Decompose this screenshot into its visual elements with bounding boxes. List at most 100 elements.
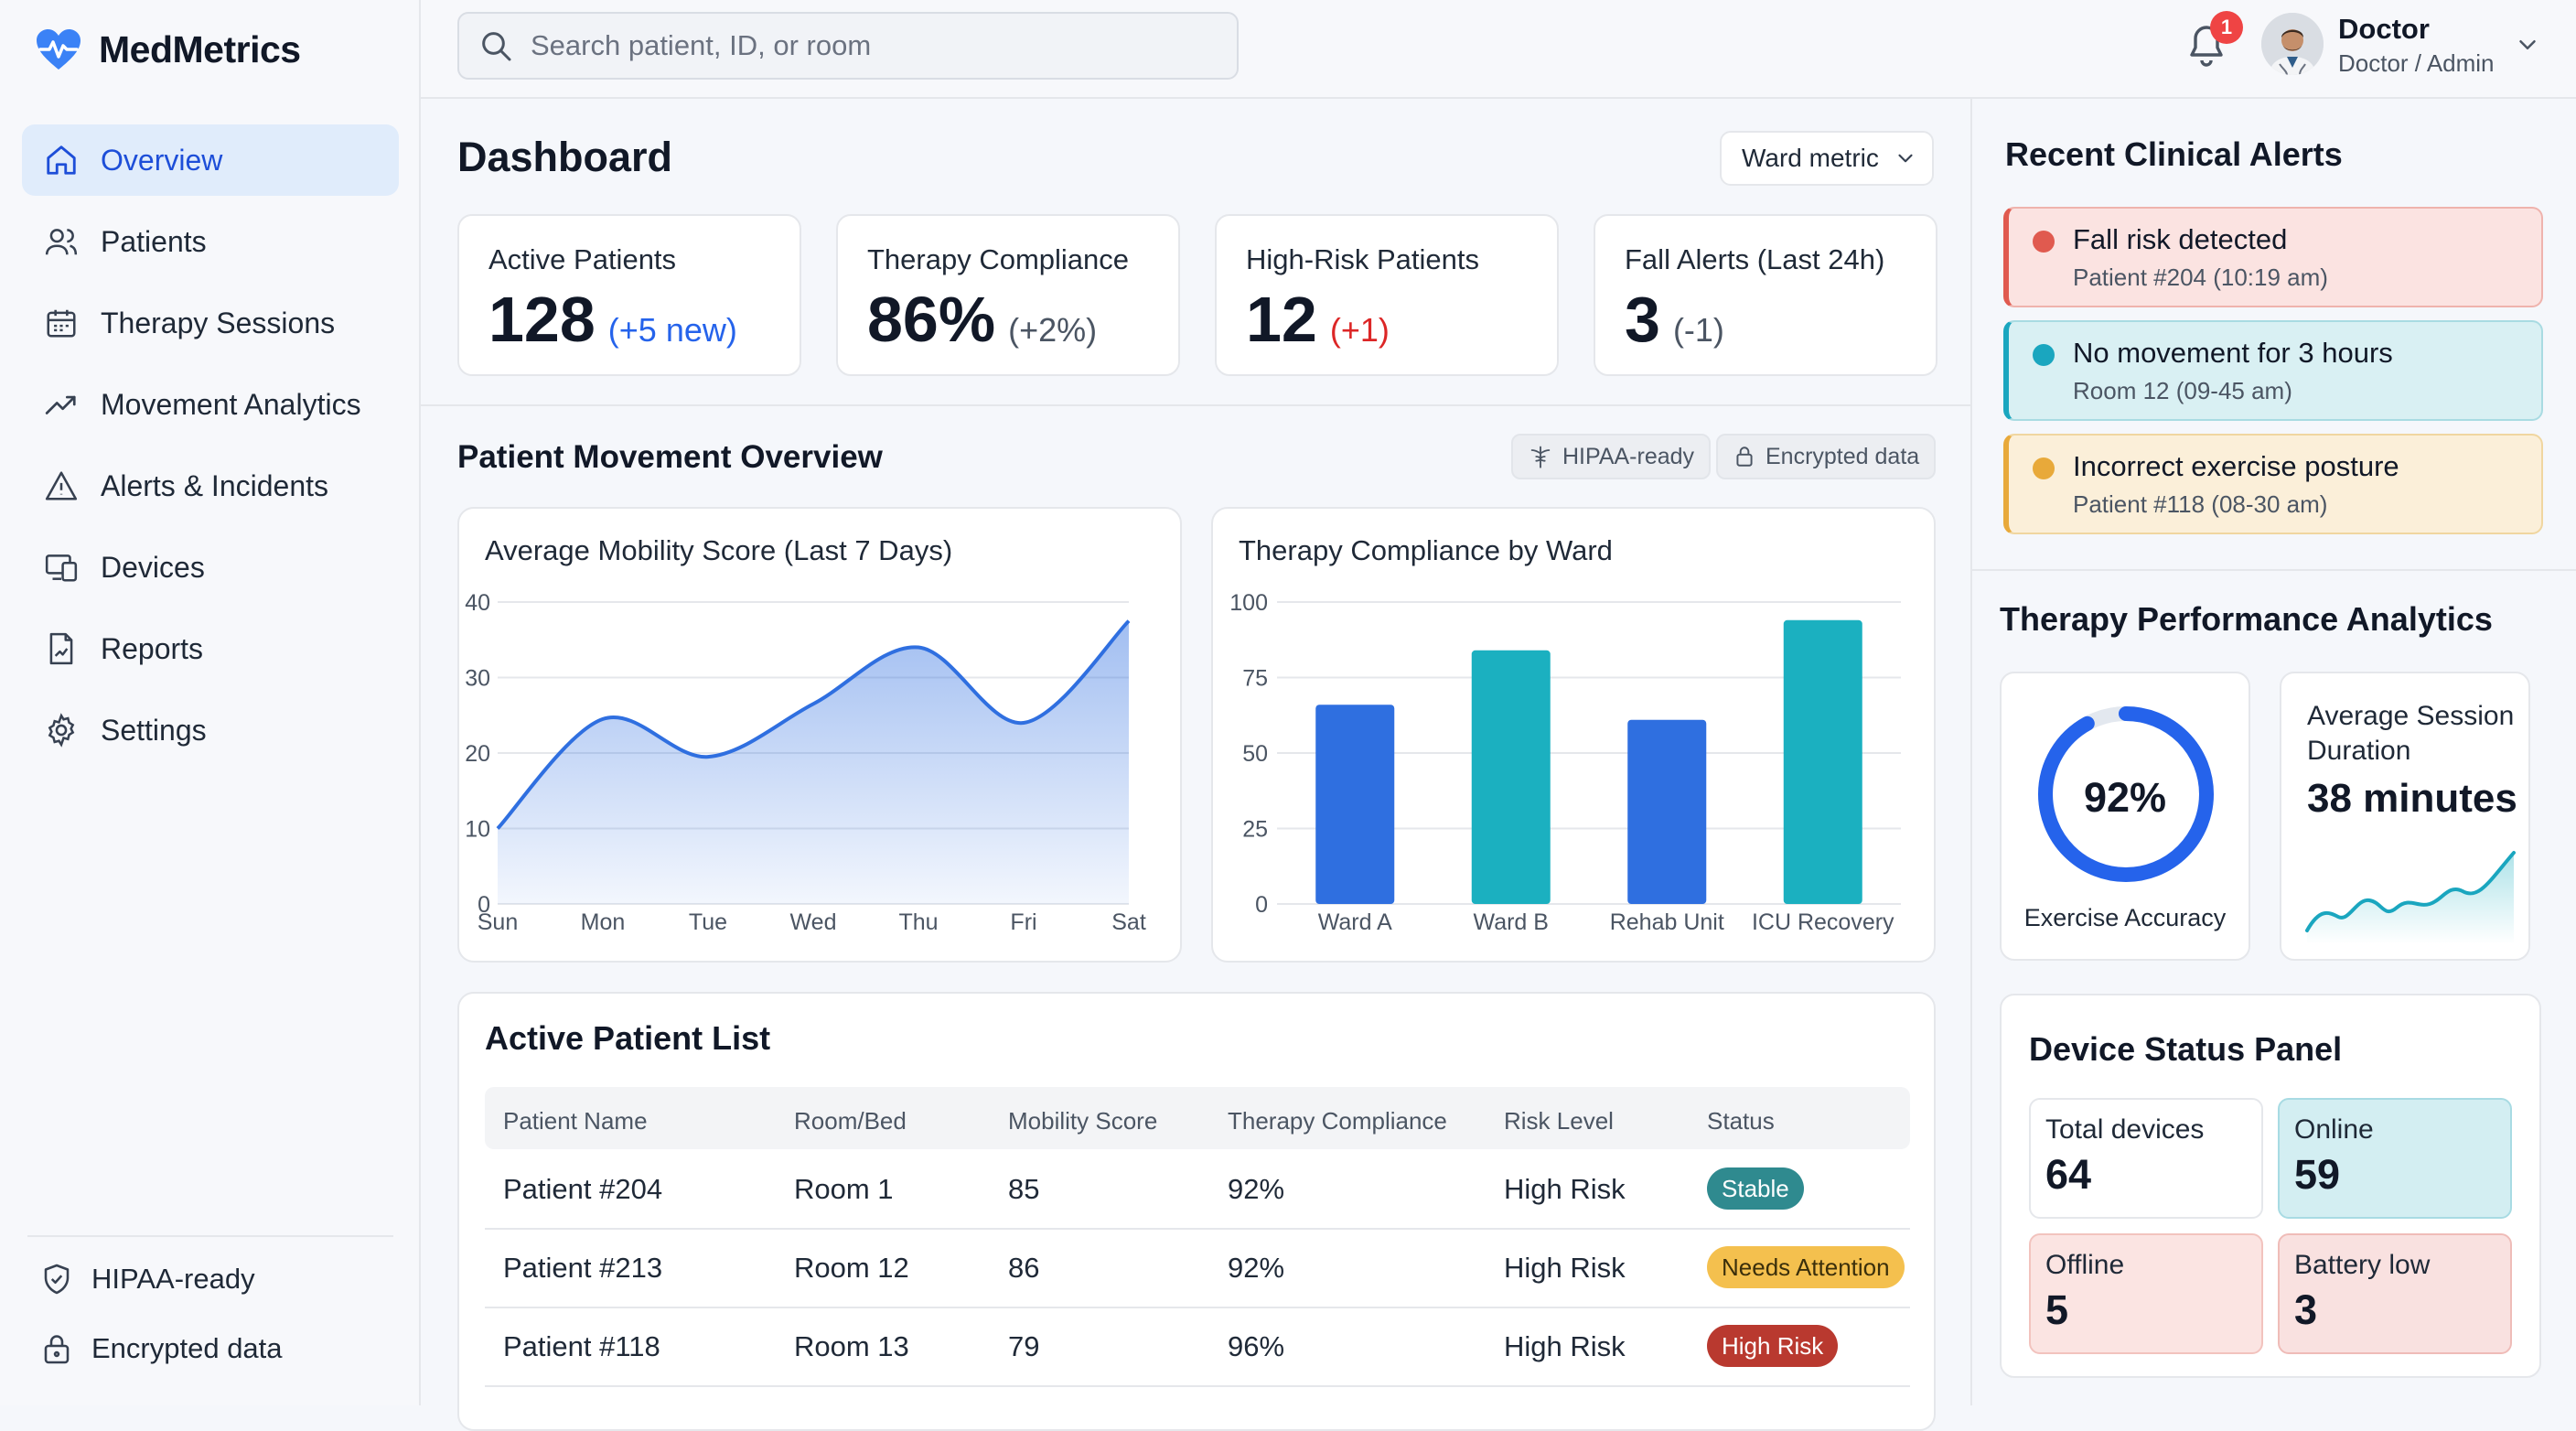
sidebar-item-settings[interactable]: Settings — [22, 694, 399, 766]
bar[interactable] — [1783, 619, 1862, 904]
sidebar-item-alerts-incidents[interactable]: Alerts & Incidents — [22, 450, 399, 522]
report-icon — [42, 629, 80, 668]
hipaa-chip-label: HIPAA-ready — [1562, 443, 1695, 469]
ward-metric-select[interactable]: Ward metric — [1720, 131, 1934, 186]
column-header[interactable]: Room/Bed — [794, 1107, 907, 1135]
duration-label: Average Session Duration — [2307, 701, 2515, 766]
user-name[interactable]: Doctor — [2338, 13, 2430, 45]
hipaa-badge: HIPAA-ready — [40, 1263, 255, 1296]
sidebar-item-therapy-sessions[interactable]: Therapy Sessions — [22, 287, 399, 359]
encrypted-chip: Encrypted data — [1716, 434, 1937, 479]
hipaa-label: HIPAA-ready — [91, 1263, 255, 1295]
search-box[interactable] — [457, 12, 1239, 80]
kpi-value: 128 — [488, 284, 596, 355]
cell-patient-name: Patient #204 — [503, 1173, 663, 1205]
cell-room: Room 1 — [794, 1173, 894, 1205]
alert-fall-risk[interactable]: Fall risk detected Patient #204 (10:19 a… — [2003, 207, 2543, 307]
ward-compliance-chart-card: Therapy Compliance by Ward 0 25 50 75 100 War… — [1211, 507, 1936, 963]
sidebar-item-label: Settings — [101, 713, 207, 747]
alerts-title: Recent Clinical Alerts — [2005, 135, 2343, 173]
section-divider — [421, 404, 1970, 406]
table-row[interactable]: Patient #118 Room 13 79 96% High Risk Hi… — [485, 1308, 1910, 1387]
y-tick-label: 10 — [465, 817, 490, 843]
alert-dot — [2033, 231, 2055, 253]
search-icon — [478, 27, 514, 64]
kpi-label: High-Risk Patients — [1246, 243, 1479, 275]
alert-title: Fall risk detected — [2073, 223, 2288, 255]
bar[interactable] — [1315, 705, 1395, 904]
column-header[interactable]: Risk Level — [1504, 1107, 1614, 1135]
sidebar-item-label: Devices — [101, 550, 205, 584]
x-tick-label: Rehab Unit — [1610, 909, 1724, 935]
encrypted-badge: Encrypted data — [40, 1332, 283, 1365]
chevron-down-icon[interactable] — [2514, 31, 2541, 59]
search-input[interactable] — [531, 29, 1226, 62]
cell-room: Room 12 — [794, 1252, 909, 1284]
mobility-area-chart: 0 10 20 30 40 Sun Mon Tue Wed Thu Fri Sat — [465, 590, 1146, 935]
home-icon — [42, 141, 80, 179]
x-tick-label: Fri — [1010, 909, 1036, 935]
caduceus-icon — [1528, 444, 1553, 469]
tile-value: 5 — [2045, 1286, 2069, 1333]
kpi-card-fall-alerts[interactable]: Fall Alerts (Last 24h) 3 (-1) — [1594, 214, 1937, 376]
alert-title: No movement for 3 hours — [2073, 337, 2393, 369]
kpi-delta: (+5 new) — [607, 311, 737, 349]
patient-list-card: Active Patient List Patient Name Room/Be… — [457, 992, 1936, 1431]
sidebar-item-devices[interactable]: Devices — [22, 532, 399, 603]
device-panel-title: Device Status Panel — [2029, 1030, 2343, 1068]
alert-subtitle: Room 12 (09-45 am) — [2073, 377, 2292, 404]
bar[interactable] — [1471, 650, 1551, 904]
column-header[interactable]: Status — [1707, 1107, 1775, 1135]
cell-patient-name: Patient #118 — [503, 1330, 660, 1362]
offline-devices-tile[interactable]: Offline 5 — [2029, 1233, 2263, 1354]
kpi-card-high-risk-patients[interactable]: High-Risk Patients 12 (+1) — [1215, 214, 1559, 376]
column-header[interactable]: Mobility Score — [1008, 1107, 1158, 1135]
total-devices-tile[interactable]: Total devices 64 — [2029, 1098, 2263, 1219]
alert-subtitle: Patient #118 (08-30 am) — [2073, 490, 2328, 518]
sidebar-item-patients[interactable]: Patients — [22, 206, 399, 277]
column-header[interactable]: Patient Name — [503, 1107, 648, 1135]
avatar[interactable] — [2261, 13, 2324, 75]
sidebar-item-movement-analytics[interactable]: Movement Analytics — [22, 369, 399, 440]
y-tick-label: 50 — [1242, 741, 1268, 767]
battery-low-tile[interactable]: Battery low 3 — [2278, 1233, 2512, 1354]
movement-overview-title: Patient Movement Overview — [457, 439, 883, 475]
calendar-icon — [42, 304, 80, 342]
x-tick-label: Mon — [581, 909, 626, 935]
bar[interactable] — [1627, 719, 1707, 904]
table-row[interactable]: Patient #204 Room 1 85 92% High Risk Sta… — [485, 1151, 1910, 1230]
x-tick-label: Ward B — [1474, 909, 1549, 935]
column-header[interactable]: Therapy Compliance — [1228, 1107, 1447, 1135]
cell-compliance: 92% — [1228, 1173, 1285, 1205]
kpi-card-active-patients[interactable]: Active Patients 128 (+5 new) — [457, 214, 801, 376]
status-badge: Needs Attention — [1707, 1246, 1905, 1288]
sidebar-divider — [27, 1235, 393, 1237]
sidebar-item-overview[interactable]: Overview — [22, 124, 399, 196]
x-tick-label: Sat — [1111, 909, 1146, 935]
accuracy-value: 92% — [2083, 774, 2167, 821]
kpi-card-therapy-compliance[interactable]: Therapy Compliance 86% (+2%) — [836, 214, 1180, 376]
alert-no-movement[interactable]: No movement for 3 hours Room 12 (09-45 a… — [2003, 320, 2543, 421]
mobility-area-fill — [498, 620, 1129, 904]
notifications-button[interactable]: 1 — [2184, 11, 2243, 73]
sidebar-item-label: Overview — [101, 143, 223, 177]
hipaa-chip: HIPAA-ready — [1511, 434, 1712, 479]
devices-icon — [42, 548, 80, 586]
kpi-label: Active Patients — [488, 243, 677, 275]
sidebar-item-label: Therapy Sessions — [101, 306, 336, 339]
x-tick-label: Ward A — [1318, 909, 1392, 935]
sidebar-item-reports[interactable]: Reports — [22, 613, 399, 684]
brand[interactable]: MedMetrics — [35, 22, 301, 77]
cell-compliance: 96% — [1228, 1330, 1285, 1362]
accuracy-ring-progress — [2038, 706, 2214, 882]
alert-incorrect-posture[interactable]: Incorrect exercise posture Patient #118 … — [2003, 434, 2543, 534]
tile-value: 64 — [2045, 1151, 2092, 1198]
gear-icon — [42, 711, 80, 749]
y-tick-label: 75 — [1242, 666, 1268, 692]
table-row[interactable]: Patient #213 Room 12 86 92% High Risk Ne… — [485, 1230, 1910, 1308]
kpi-delta: (+1) — [1329, 311, 1390, 349]
x-tick-label: ICU Recovery — [1752, 909, 1894, 935]
top-bar: 1 Doctor Doctor / Admin — [421, 0, 2576, 99]
brand-name: MedMetrics — [99, 27, 301, 70]
online-devices-tile[interactable]: Online 59 — [2278, 1098, 2512, 1219]
